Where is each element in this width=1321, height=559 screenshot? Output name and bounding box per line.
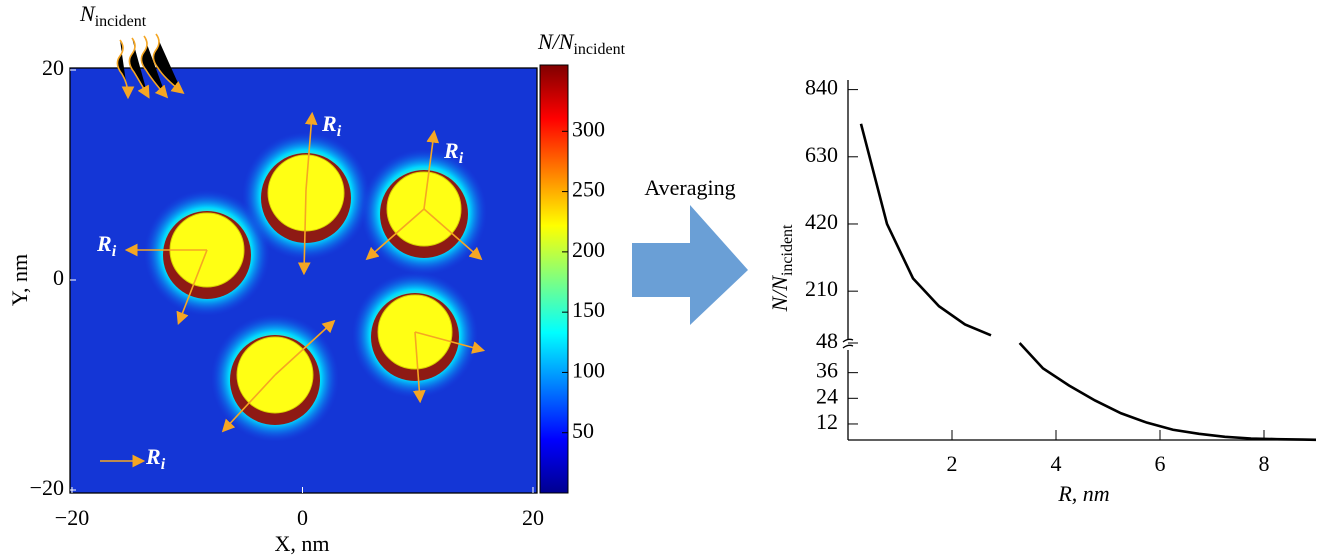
x-tick-label: 0: [297, 505, 308, 530]
r-label: Ri: [145, 444, 166, 473]
averaging-label: Averaging: [644, 175, 735, 200]
r-main: R: [443, 138, 459, 163]
y-tick-label: 20: [42, 55, 64, 80]
incident-sub: incident: [95, 13, 147, 30]
yl-sub: incident: [779, 224, 796, 276]
r-sub: i: [459, 150, 464, 167]
r-sub: i: [112, 243, 117, 260]
cb-sub: incident: [573, 41, 625, 58]
colorbar-tick-label: 200: [572, 237, 605, 262]
colorbar-label: N/Nincident: [537, 29, 626, 58]
y-tick-label: 36: [816, 358, 838, 383]
y-tick-label: 12: [816, 409, 838, 434]
r-label: Ri: [443, 138, 464, 167]
x-tick-label: 4: [1051, 451, 1062, 476]
colorbar-tick-label: 100: [572, 357, 605, 382]
right-axes: [842, 80, 1316, 441]
averaging-arrow: [632, 205, 748, 325]
heatmap-image: [70, 68, 537, 493]
y-axis-label: Y, nm: [7, 254, 32, 306]
yl-main: N/N: [767, 275, 792, 313]
r-label: Ri: [321, 111, 342, 140]
y-tick-label: 630: [805, 142, 838, 167]
colorbar: [539, 64, 569, 494]
r-main: R: [96, 231, 112, 256]
r-sub: i: [161, 456, 166, 473]
r-sub: i: [337, 123, 342, 140]
x-tick-label: 2: [947, 451, 958, 476]
y-tick-label: 0: [53, 265, 64, 290]
incident-main: N: [79, 1, 96, 26]
x-tick-label: −20: [55, 505, 89, 530]
x-tick-label: 20: [522, 505, 544, 530]
x-tick-label: 6: [1155, 451, 1166, 476]
annotations: Ri Ri Ri Ri Nincident N/Nincident X, nm …: [7, 1, 1110, 556]
r-main: R: [145, 444, 161, 469]
cb-main: N/N: [537, 29, 575, 54]
arrows: [100, 33, 486, 468]
x-axis-label: R, nm: [1057, 481, 1109, 506]
x-tick-label: 8: [1259, 451, 1270, 476]
y-axis-label: N/Nincident: [767, 224, 796, 313]
y-tick-label: 24: [816, 383, 838, 408]
y-tick-label: 420: [805, 209, 838, 234]
r-label: Ri: [96, 231, 117, 260]
line: [859, 123, 1317, 442]
r-main: R: [321, 111, 337, 136]
colorbar-tick-label: 150: [572, 297, 605, 322]
axis-break: [842, 338, 854, 349]
colorbar-tick-label: 300: [572, 116, 605, 141]
y-tick-label: 210: [805, 276, 838, 301]
incident-label: Nincident: [79, 1, 147, 30]
y-tick-label: 840: [805, 75, 838, 100]
y-tick-label: 48: [816, 328, 838, 353]
colorbar-tick-label: 50: [572, 418, 594, 443]
x-axis-label: X, nm: [275, 531, 330, 556]
colorbar-tick-label: 250: [572, 177, 605, 202]
y-tick-label: −20: [30, 475, 64, 500]
